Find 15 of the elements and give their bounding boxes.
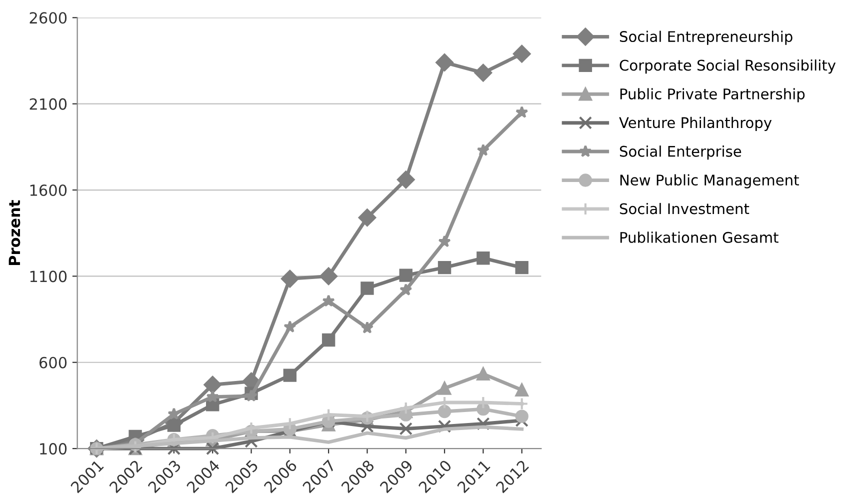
y-tick-label: 1600 bbox=[30, 184, 67, 196]
legend-label: Social Enterprise bbox=[620, 146, 742, 160]
y-axis-title: Prozent bbox=[8, 200, 20, 266]
y-tick-label: 1100 bbox=[30, 270, 67, 282]
legend-label: Venture Philanthropy bbox=[619, 116, 772, 131]
y-tick-label: 2600 bbox=[30, 12, 67, 24]
legend-label: Social Entrepreneurship bbox=[620, 30, 792, 45]
legend-label: Publikationen Gesamt bbox=[620, 232, 778, 243]
y-tick-label: 100 bbox=[40, 443, 67, 455]
legend-label: Social Investment bbox=[620, 202, 750, 214]
legend-label: New Public Management bbox=[620, 174, 799, 188]
legend-label: Public Private Partnership bbox=[620, 88, 805, 102]
legend-label: Corporate Social Resonsibility bbox=[620, 59, 836, 74]
y-tick-label: 600 bbox=[39, 356, 67, 368]
y-tick-label: 2100 bbox=[30, 98, 67, 110]
